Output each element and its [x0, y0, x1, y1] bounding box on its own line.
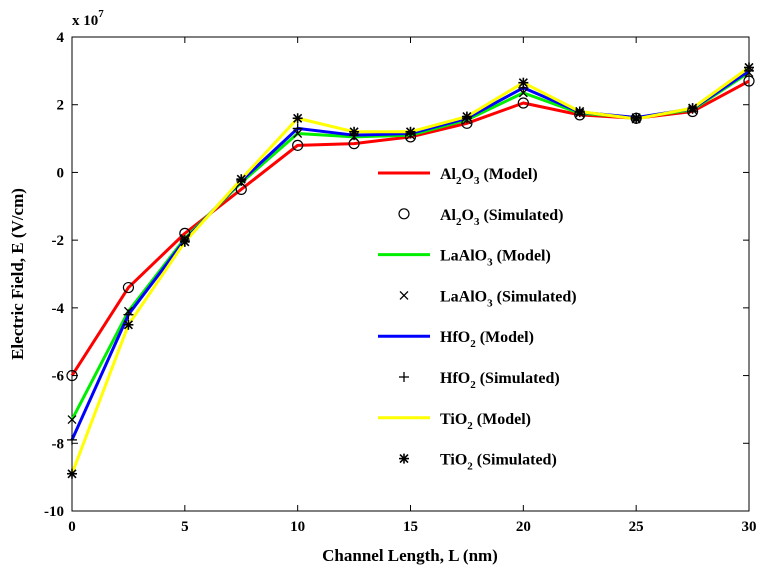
x-tick-label: 10 — [290, 519, 305, 535]
x-axis-title: Channel Length, L (nm) — [322, 546, 498, 565]
data-point-tio2 — [518, 77, 529, 88]
legend-marker-tio2 — [399, 453, 409, 464]
data-point-hfo2 — [123, 309, 134, 320]
marker-layer — [66, 62, 755, 479]
data-point-tio2 — [461, 111, 472, 122]
legend-label: Al2O3 (Model) — [440, 166, 538, 187]
x-tick-label: 25 — [629, 519, 644, 535]
tick-layer: 0 5 10 15 20 25 30 -10 -8 -6 -4 -2 0 2 4 — [44, 30, 757, 535]
data-point-tio2 — [67, 468, 77, 479]
data-point-tio2 — [292, 113, 303, 124]
y-tick-label: -2 — [52, 233, 65, 249]
y-tick-label: 0 — [57, 165, 65, 181]
y-tick-label: -6 — [52, 369, 65, 385]
data-point-tio2 — [574, 106, 585, 117]
legend-label: TiO2 (Model) — [440, 411, 531, 432]
legend-marker-laalo3 — [399, 290, 409, 300]
y-multiplier-base: x 10 — [72, 13, 98, 29]
data-point-laalo3 — [518, 88, 528, 98]
data-point-al2o3 — [292, 139, 304, 151]
y-axis-title: Electric Field, E (V/cm) — [8, 188, 27, 360]
data-point-tio2 — [405, 126, 416, 137]
y-multiplier: x 107 — [72, 8, 104, 29]
data-point-hfo2 — [292, 123, 303, 134]
data-point-laalo3 — [293, 129, 303, 138]
data-point-tio2 — [631, 113, 642, 124]
y-tick-label: -8 — [52, 436, 65, 452]
y-tick-label: -4 — [52, 301, 65, 317]
data-point-tio2 — [349, 126, 360, 137]
data-point-al2o3 — [122, 281, 135, 294]
x-tick-label: 30 — [742, 519, 757, 535]
legend-marker-al2o3 — [398, 208, 410, 220]
plot-area — [71, 36, 750, 512]
x-tick-label: 0 — [68, 519, 76, 535]
legend-label: Al2O3 (Simulated) — [440, 207, 563, 228]
y-tick-label: -10 — [44, 504, 64, 520]
data-point-al2o3 — [743, 75, 755, 87]
data-point-tio2 — [123, 319, 134, 330]
data-point-tio2 — [687, 103, 698, 114]
legend-marker-hfo2 — [399, 372, 409, 382]
legend: Al2O3 (Model) Al2O3 (Simulated) LaAlO3 (Mo… — [378, 166, 577, 473]
x-tick-label: 5 — [181, 519, 189, 535]
data-point-tio2 — [236, 174, 247, 185]
legend-label: TiO2 (Simulated) — [440, 452, 557, 473]
legend-label: HfO2 (Model) — [440, 329, 534, 350]
legend-label: LaAlO3 (Model) — [440, 248, 551, 269]
data-point-laalo3 — [67, 415, 77, 425]
legend-label: LaAlO3 (Simulated) — [440, 288, 577, 309]
y-tick-label: 2 — [57, 98, 65, 114]
data-point-tio2 — [744, 62, 754, 73]
y-tick-label: 4 — [57, 30, 65, 46]
legend-label: HfO2 (Simulated) — [440, 370, 560, 391]
data-point-al2o3 — [517, 97, 529, 109]
data-point-tio2 — [179, 236, 190, 247]
y-multiplier-exponent: 7 — [98, 8, 104, 20]
x-tick-label: 20 — [516, 519, 531, 535]
x-tick-label: 15 — [403, 519, 418, 535]
